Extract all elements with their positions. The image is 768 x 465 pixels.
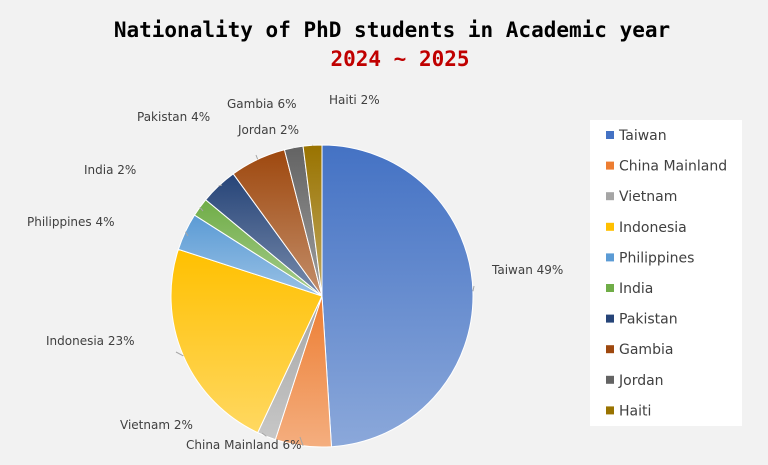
leader-line [255,154,259,160]
leader-lines [175,144,475,446]
data-label: Vietnam 2% [120,418,193,432]
data-label: Pakistan 4% [137,110,210,124]
legend-entry: Vietnam [619,189,677,205]
data-label: Taiwan 49% [491,263,563,277]
leader-line [218,184,223,187]
data-label: Gambia 6% [227,97,297,111]
legend-swatch [606,314,614,323]
leader-line [199,206,204,212]
legend-entry: Philippines [619,250,694,266]
legend-swatch [606,375,614,384]
data-label: Jordan 2% [237,123,299,137]
legend-entry: Jordan [618,373,664,389]
legend-entry: Pakistan [619,312,678,328]
chart-subtitle: 2024 ~ 2025 [330,47,469,71]
legend-swatch [606,192,614,201]
leader-line [472,285,475,292]
leader-line [175,351,184,357]
legend: Taiwan China Mainland Vietnam Indonesia Phil… [606,128,727,419]
data-label: Indonesia 23% [46,334,135,348]
data-label: Philippines 4% [27,215,115,229]
legend-entry: China Mainland [619,159,727,175]
legend-swatch [606,406,614,415]
legend-entry: Indonesia [619,220,687,236]
data-labels: Taiwan 49% China Mainland 6% Vietnam 2% Ind… [27,93,563,452]
data-label: Haiti 2% [329,93,380,107]
pie-slice-taiwan [321,144,474,448]
legend-entry: Haiti [619,403,651,419]
chart-title: Nationality of PhD students in Academic … [114,18,670,42]
legend-swatch [606,161,614,170]
legend-swatch [606,131,614,139]
legend-entry: India [619,281,653,297]
legend-swatch [606,253,614,262]
data-label: India 2% [84,163,136,177]
legend-swatch [606,284,614,292]
legend-swatch [606,345,614,354]
leader-line [299,436,304,446]
leader-line [261,432,267,437]
leader-line [184,231,189,237]
pie-slices [170,144,474,448]
legend-swatch [606,222,614,231]
legend-box [590,120,742,426]
data-label: China Mainland 6% [186,438,302,452]
legend-entry: Taiwan [618,128,667,144]
legend-entry: Gambia [619,342,673,358]
